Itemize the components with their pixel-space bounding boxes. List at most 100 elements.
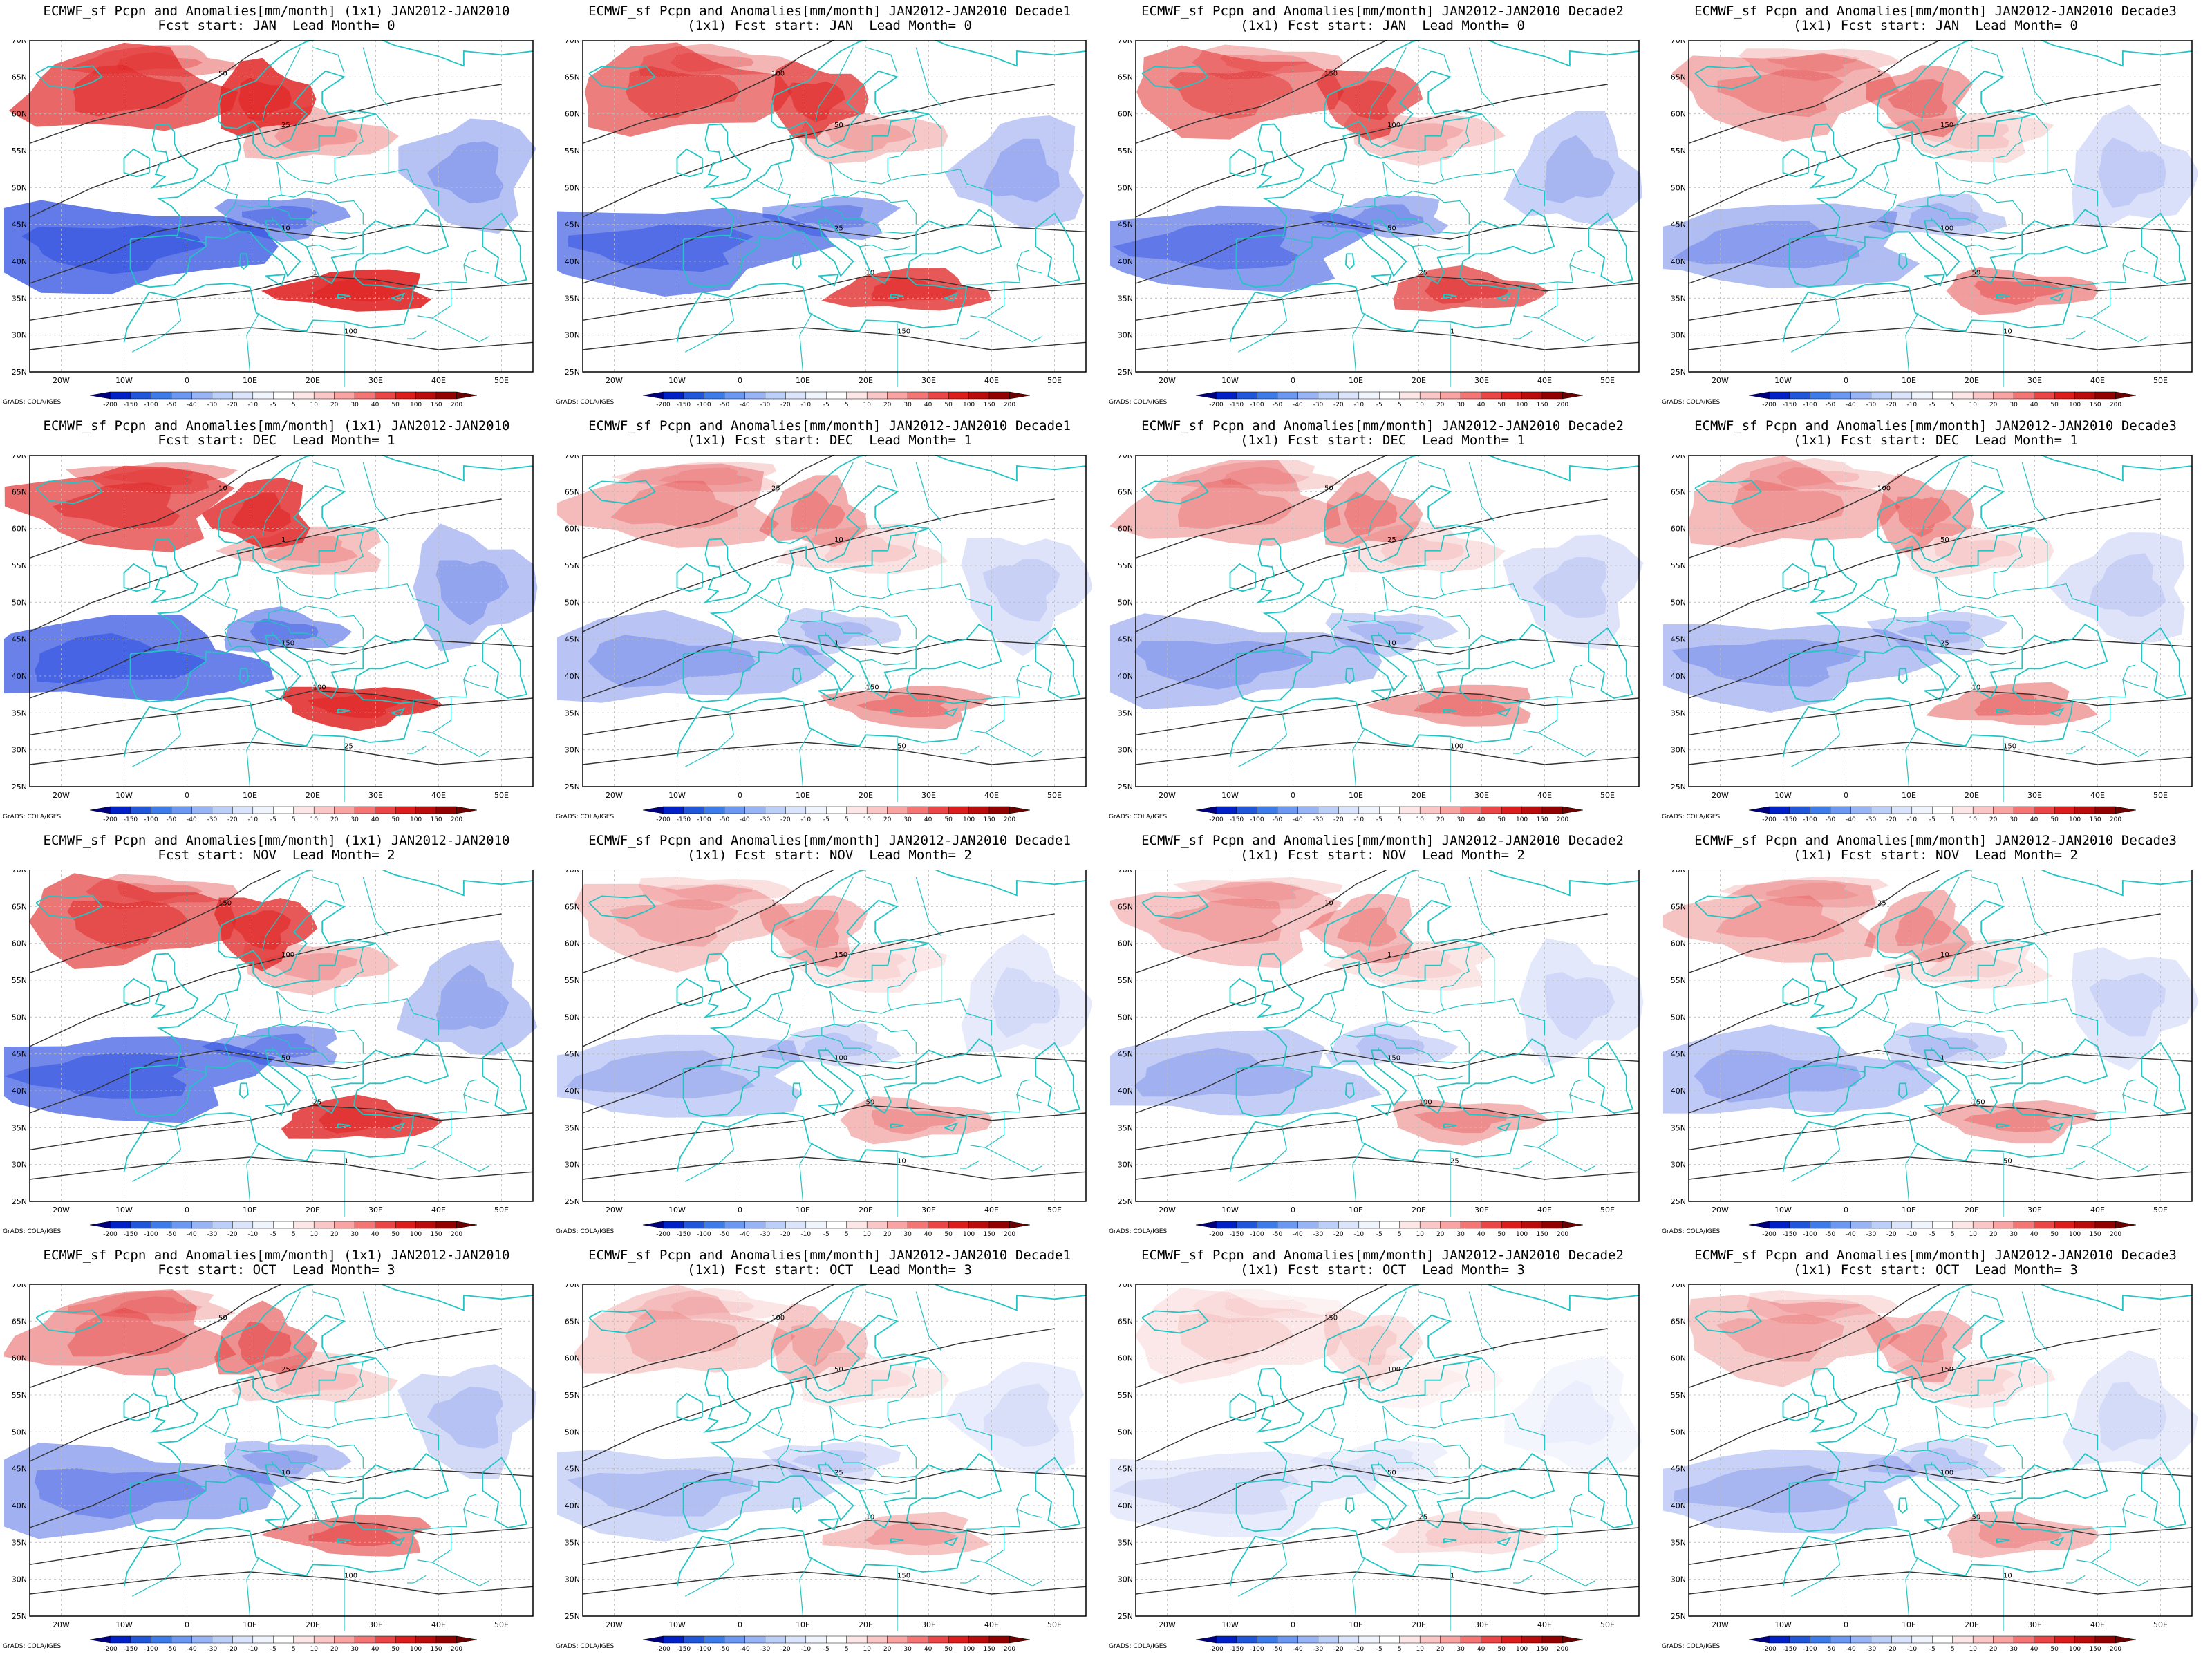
latitude-label: 50N [1671,1427,1686,1436]
latitude-label: 55N [1118,1391,1133,1400]
anomaly-core [1888,79,1948,118]
climatology-contour [1135,1464,1640,1528]
coastline [588,1309,656,1334]
coastline [35,894,103,919]
country-border [824,1461,827,1465]
legend-swatch [415,1635,437,1644]
coastline [1371,1103,1392,1116]
country-border [1443,587,1494,596]
coastline [123,563,150,592]
climatology-contour [29,1464,534,1528]
legend-swatch [1562,806,1584,814]
legend-label: 100 [2069,1231,2081,1238]
map-frame [1135,870,1640,1202]
legend-swatch [252,1221,274,1229]
coastline [1256,953,1305,1018]
country-border [175,236,206,243]
legend-swatch [1871,806,1892,814]
longitude-label: 20W [53,1620,70,1629]
legend-label: 5 [1951,1231,1955,1238]
precip-anomaly-map: 2550100150125N30N35N40N45N50N55N60N65N70… [4,870,538,1217]
legend-swatch [2115,1221,2137,1229]
legend-label: 50 [944,1646,953,1653]
latitude-label: 25N [1118,368,1133,377]
anomaly-core [1766,882,1859,900]
country-border [203,1009,238,1062]
country-border [1523,730,1595,757]
legend-label: 20 [1436,402,1445,409]
country-border [1281,236,1312,243]
latitude-label: 35N [1671,1538,1686,1547]
coastline [265,274,286,287]
legend-label: 50 [1497,816,1506,823]
latitude-label: 30N [12,1575,27,1584]
legend-label: -40 [1846,816,1856,823]
anomaly-core [865,1521,957,1546]
country-border [1905,1142,1919,1202]
climatology-contour [29,327,534,350]
country-border [203,180,238,232]
legend-swatch [1236,1221,1257,1229]
anomaly-region [1663,1449,1920,1534]
anomaly-core [1918,122,2009,149]
legend-swatch [1195,806,1217,814]
country-border [1996,172,2047,181]
legend-label: -40 [1293,1646,1303,1653]
anomaly-core [1544,135,1615,203]
country-border [1418,462,1451,489]
coastline [944,292,959,302]
country-border [928,1358,942,1417]
panel-subtitle: (1x1) Fcst start: JAN Lead Month= 0 [1240,18,1525,33]
legend-swatch [1748,1635,1770,1644]
legend-label: -100 [1803,1646,1817,1653]
coastline [1344,1497,1355,1514]
legend-label: 50 [2050,816,2059,823]
legend-label: -150 [124,1646,138,1653]
country-border [1238,298,1288,353]
legend-swatch [1830,391,1851,400]
climatology-contour [582,84,1055,218]
legend-label: -5 [1929,1231,1936,1238]
longitude-label: 0 [1844,376,1848,385]
country-border [915,462,942,522]
precip-anomaly-map: 150110255025N30N35N40N45N50N55N60N65N70N… [557,455,1092,802]
latitude-label: 35N [12,294,27,303]
coastline [1694,894,1762,919]
coastline [890,294,904,299]
country-border [865,47,898,74]
anomaly-core [828,1365,912,1396]
country-border [1927,1450,2023,1479]
contour-label: 25 [1877,899,1886,907]
legend-swatch [1911,1635,1933,1644]
anomaly-core [1347,621,1425,645]
legend-swatch [1399,1635,1421,1644]
coastline [2050,1122,2065,1132]
country-border [246,727,260,787]
country-border [1352,727,1366,787]
legend-swatch [642,391,664,400]
coastline [1443,709,1457,714]
climatology-contour [582,1519,1087,1565]
legend-label: -40 [1846,402,1856,409]
country-border [1896,576,1941,623]
climatology-contour [1135,1156,1640,1180]
legend-label: 5 [292,816,296,823]
longitude-label: 0 [185,1620,189,1629]
anomaly-region [1747,1290,1900,1325]
country-border [985,283,1005,319]
legend-swatch [2054,1221,2075,1229]
legend-swatch [907,391,928,400]
longitude-label: 20W [1159,1206,1176,1215]
anomaly-color-legend: -200 -150 -100 -50 -40 -30 -20 -10 -5 5 10 20 30 40 50… [1195,391,1584,409]
country-border [2066,330,2086,339]
latitude-label: 35N [565,709,580,718]
latitude-label: 40N [565,257,580,266]
longitude-label: 10E [1349,1620,1363,1629]
panel-subtitle: (1x1) Fcst start: DEC Lead Month= 1 [1240,433,1525,448]
forecast-panel: ECMWF_sf Pcpn and Anomalies[mm/month] JA… [1106,830,1659,1244]
coastline [676,148,703,178]
legend-label: -200 [103,816,118,823]
anomaly-region [1172,877,1343,909]
country-border [1519,1079,1583,1115]
anomaly-core [781,909,840,948]
